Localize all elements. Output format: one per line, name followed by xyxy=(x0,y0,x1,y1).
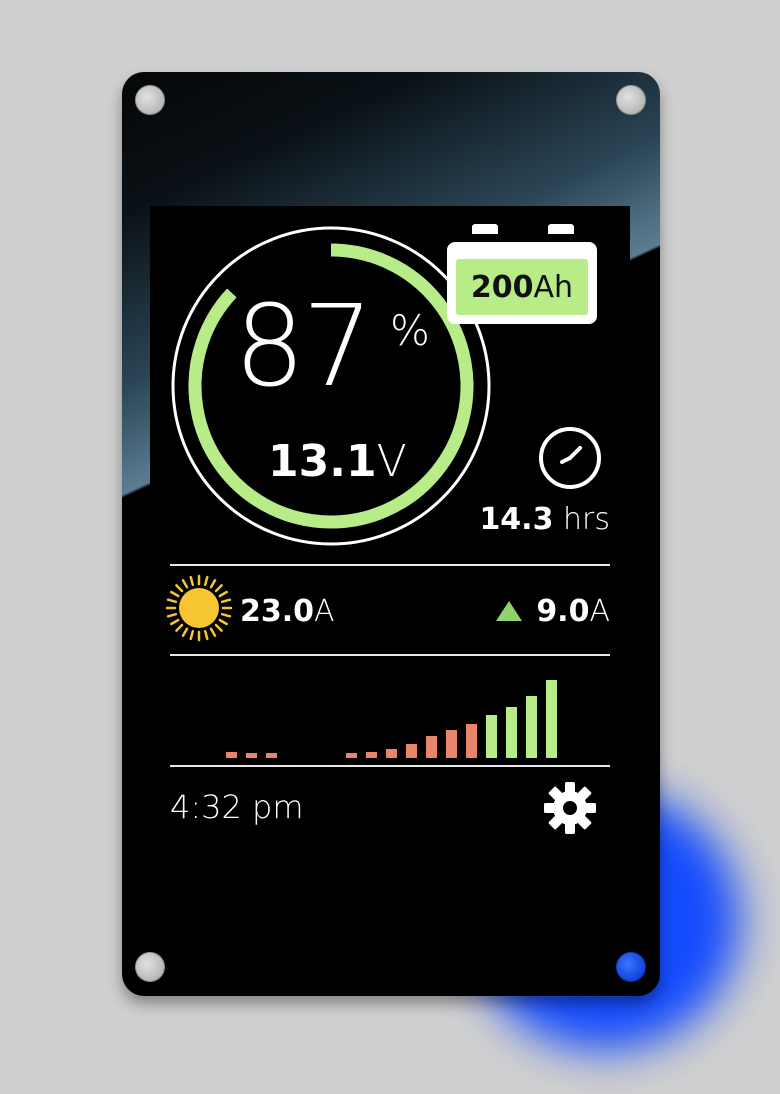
history-bar xyxy=(406,744,417,758)
soc-ring-outline xyxy=(171,226,491,546)
capacity-value: 200 xyxy=(470,269,534,305)
clock-icon xyxy=(539,427,601,489)
soc-unit: % xyxy=(390,306,430,355)
history-bar xyxy=(386,749,397,758)
history-bar xyxy=(426,736,437,758)
history-bar xyxy=(546,680,557,758)
divider-middle xyxy=(170,654,610,656)
soc-ring-arc xyxy=(188,243,474,529)
screw-top-left xyxy=(135,85,165,115)
history-bar xyxy=(246,753,257,758)
battery-terminal-left xyxy=(472,224,498,234)
history-bar xyxy=(526,696,537,758)
runtime-remaining: 14.3 hrs xyxy=(479,502,610,537)
divider-bottom xyxy=(170,765,610,767)
up-triangle-icon xyxy=(496,601,522,621)
clock-time: 4:32 pm xyxy=(170,788,304,826)
history-bar xyxy=(506,707,517,758)
screw-bottom-left xyxy=(135,952,165,982)
screw-bottom-right xyxy=(616,952,646,982)
screw-top-right xyxy=(616,85,646,115)
divider-top xyxy=(170,564,610,566)
capacity-unit: Ah xyxy=(533,269,574,305)
history-bar xyxy=(226,752,237,758)
sun-icon xyxy=(165,574,233,642)
soc-percentage: 87 xyxy=(234,282,374,412)
history-bar-chart xyxy=(150,676,630,758)
soc-ring xyxy=(171,226,491,546)
charging-current: 9.0A xyxy=(536,594,610,629)
battery-voltage: 13.1V xyxy=(268,436,407,487)
history-bar xyxy=(346,753,357,758)
history-bar xyxy=(486,715,497,758)
display-screen: 87 % 13.1V 200 Ah 14.3 hrs 23.0A 9.0A 4:3… xyxy=(150,206,630,896)
gear-icon[interactable] xyxy=(542,780,598,836)
battery-capacity-badge: 200 Ah xyxy=(447,242,597,324)
history-bar xyxy=(446,730,457,758)
history-bar xyxy=(266,753,277,758)
history-bar xyxy=(366,752,377,758)
history-bar xyxy=(466,724,477,758)
solar-current: 23.0A xyxy=(240,594,335,629)
battery-terminal-right xyxy=(548,224,574,234)
